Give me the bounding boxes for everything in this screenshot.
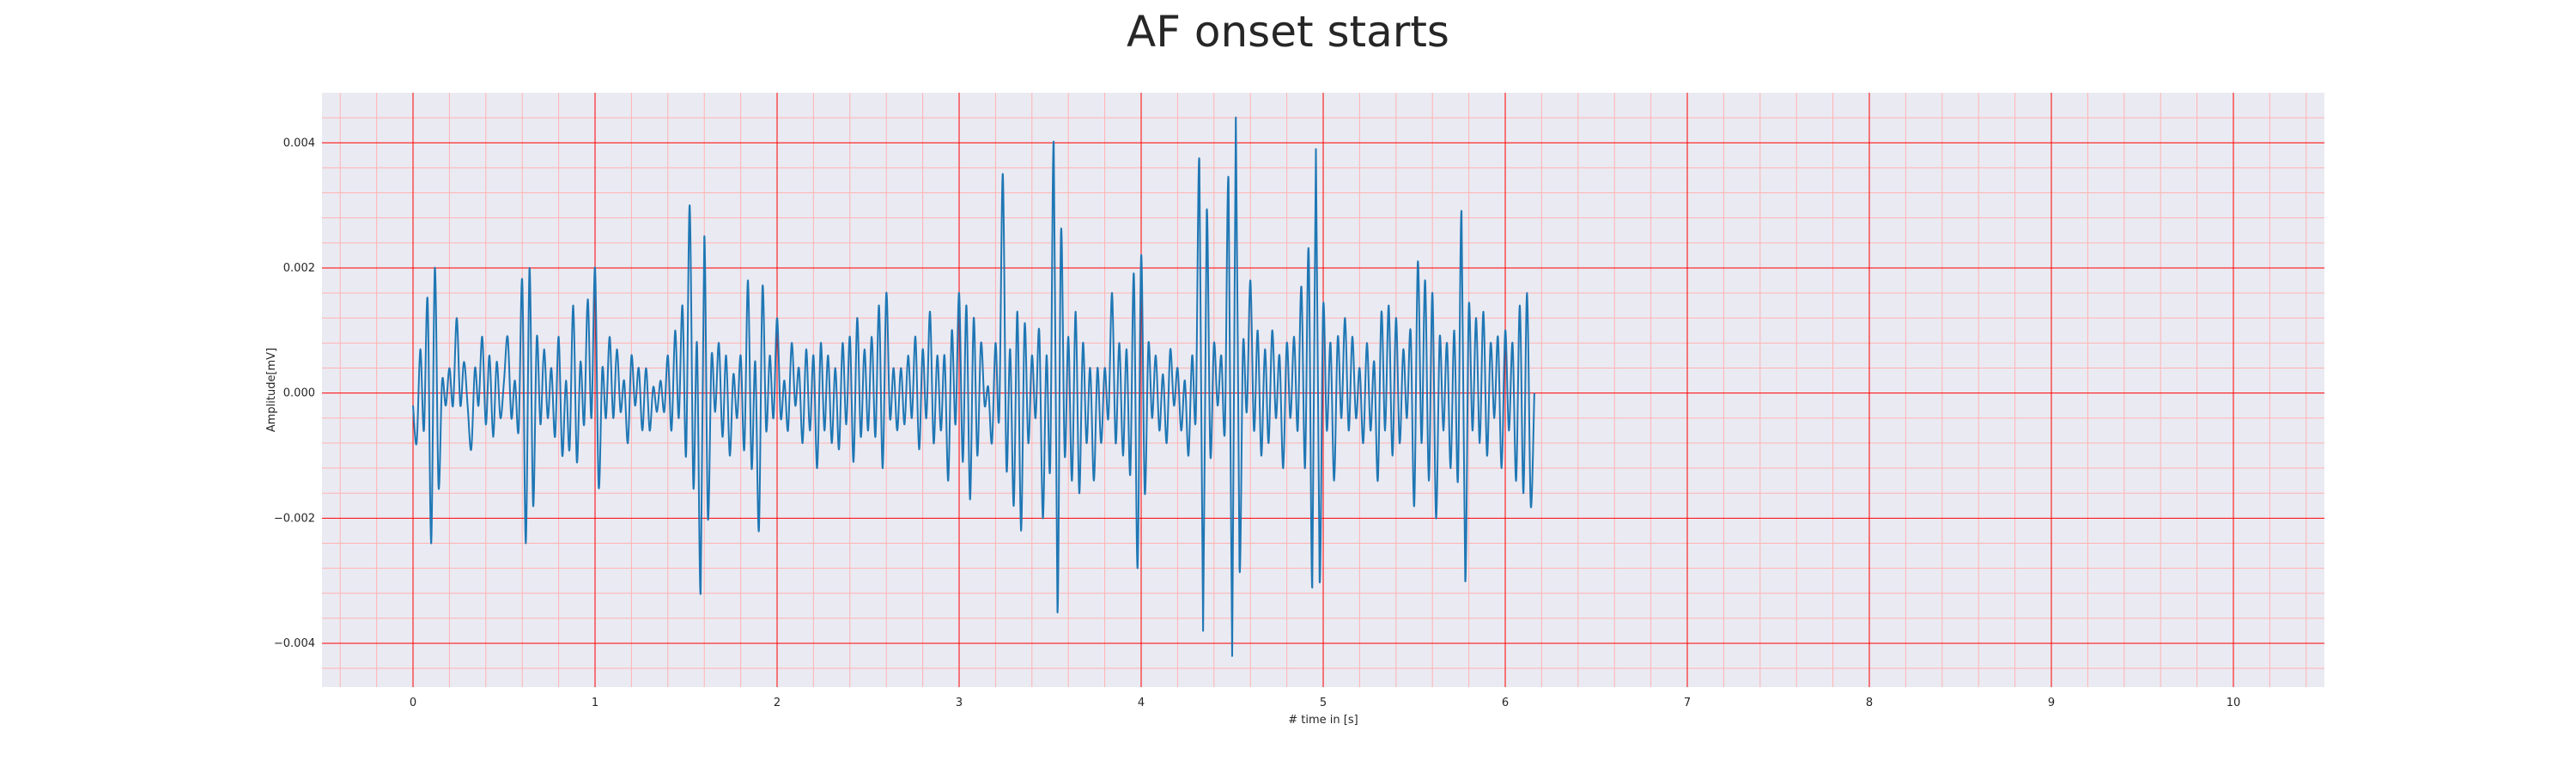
x-tick-label: 4: [1138, 697, 1145, 709]
y-axis-label: Amplitude[mV]: [265, 348, 278, 432]
x-tick-label: 5: [1320, 697, 1327, 709]
ecg-signal-line: [412, 117, 1535, 657]
y-tick-label: −0.002: [274, 512, 315, 525]
x-axis-ticks: 0 1 2 3 4 5 6 7 8 9 10: [410, 697, 2240, 709]
chart-title: AF onset starts: [1127, 7, 1449, 57]
x-tick-label: 9: [2048, 697, 2055, 709]
x-tick-label: 7: [1684, 697, 1691, 709]
x-tick-label: 2: [774, 697, 781, 709]
y-tick-label: 0.002: [283, 262, 315, 275]
y-tick-label: −0.004: [274, 637, 315, 650]
major-grid: [322, 93, 2324, 687]
x-tick-label: 10: [2227, 697, 2241, 709]
x-tick-label: 3: [956, 697, 963, 709]
y-axis-ticks: −0.004 −0.002 0.000 0.002 0.004: [274, 137, 315, 650]
y-tick-label: 0.000: [283, 387, 315, 400]
x-tick-label: 8: [1866, 697, 1873, 709]
x-tick-label: 6: [1502, 697, 1509, 709]
y-tick-label: 0.004: [283, 137, 315, 149]
x-tick-label: 1: [592, 697, 598, 709]
x-axis-label: # time in [s]: [1288, 714, 1358, 727]
x-tick-label: 0: [410, 697, 416, 709]
